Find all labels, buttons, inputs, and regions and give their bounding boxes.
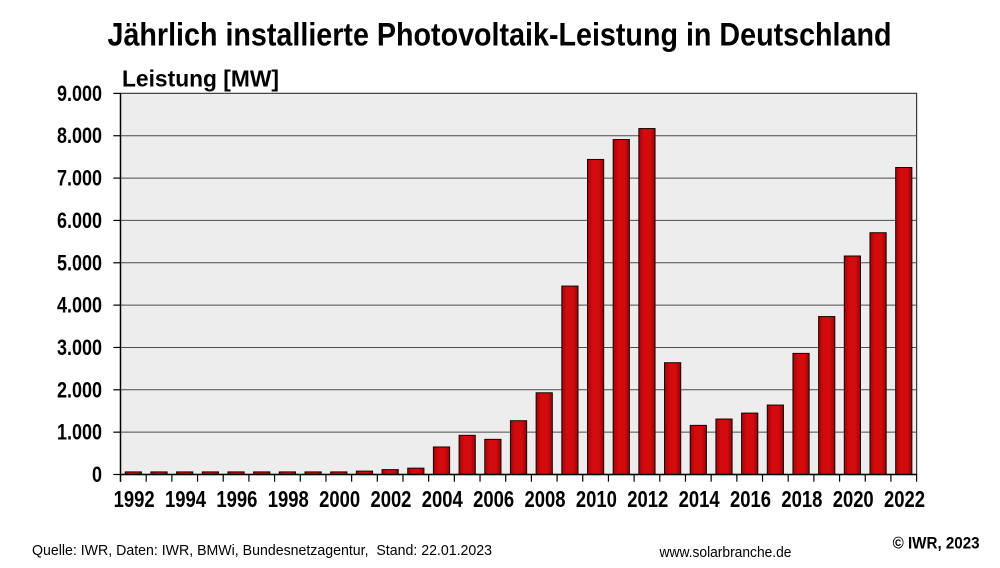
svg-text:1992: 1992	[114, 486, 155, 512]
svg-text:2016: 2016	[730, 486, 771, 512]
svg-text:1994: 1994	[165, 486, 206, 512]
svg-text:2006: 2006	[473, 486, 514, 512]
svg-text:4.000: 4.000	[57, 293, 102, 318]
svg-text:2020: 2020	[833, 486, 874, 512]
svg-text:© IWR, 2023: © IWR, 2023	[893, 535, 980, 553]
svg-text:9.000: 9.000	[57, 81, 102, 106]
svg-text:www.solarbranche.de: www.solarbranche.de	[659, 545, 792, 561]
svg-text:2012: 2012	[627, 486, 668, 512]
svg-text:2022: 2022	[884, 486, 925, 512]
svg-text:1996: 1996	[216, 486, 257, 512]
svg-text:5.000: 5.000	[57, 250, 102, 275]
svg-text:2002: 2002	[370, 486, 411, 512]
svg-text:6.000: 6.000	[57, 208, 102, 233]
svg-text:3.000: 3.000	[57, 335, 102, 360]
svg-text:2.000: 2.000	[57, 377, 102, 402]
svg-text:Leistung [MW]: Leistung [MW]	[122, 65, 279, 91]
svg-text:2018: 2018	[781, 486, 822, 512]
svg-text:Jährlich installierte Photovol: Jährlich installierte Photovoltaik-Leist…	[108, 17, 892, 53]
svg-text:1998: 1998	[268, 486, 309, 512]
svg-text:Quelle: IWR, Daten: IWR, BMWi,: Quelle: IWR, Daten: IWR, BMWi, Bundesnet…	[32, 542, 492, 559]
svg-text:7.000: 7.000	[57, 166, 102, 191]
svg-text:1.000: 1.000	[57, 420, 102, 445]
svg-text:2010: 2010	[576, 486, 617, 512]
svg-text:2004: 2004	[422, 486, 463, 512]
svg-text:2014: 2014	[679, 486, 720, 512]
svg-text:0: 0	[92, 462, 102, 487]
svg-text:2000: 2000	[319, 486, 360, 512]
svg-text:2008: 2008	[525, 486, 566, 512]
svg-text:8.000: 8.000	[57, 123, 102, 148]
